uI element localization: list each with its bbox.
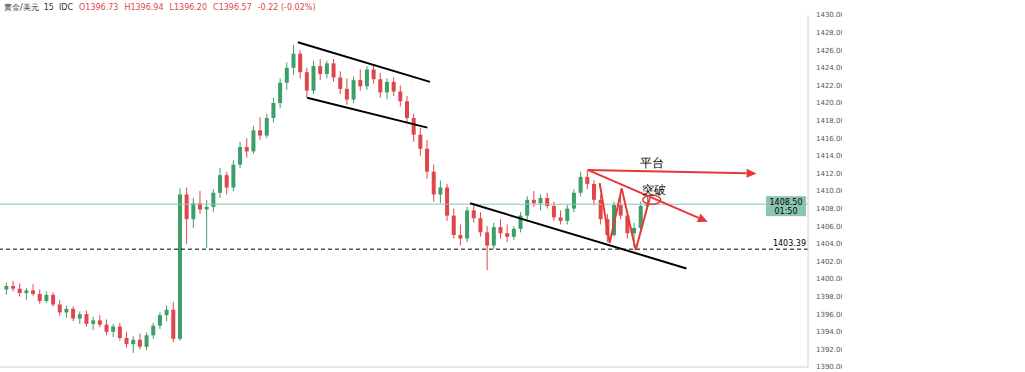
svg-text:1390.00: 1390.00 bbox=[816, 363, 842, 371]
html-text:H1396.94: H1396.94 bbox=[124, 3, 164, 12]
svg-text:1408.00: 1408.00 bbox=[816, 205, 842, 213]
svg-text:平台: 平台 bbox=[640, 156, 664, 170]
svg-text:1404.00: 1404.00 bbox=[816, 240, 842, 248]
svg-text:1398.00: 1398.00 bbox=[816, 293, 842, 301]
html-text:O1396.73: O1396.73 bbox=[79, 3, 119, 12]
svg-text:1408.50: 1408.50 bbox=[769, 198, 802, 207]
html-text:-0.22 (-0.02%): -0.22 (-0.02%) bbox=[257, 3, 316, 12]
svg-text:1420.00: 1420.00 bbox=[816, 99, 842, 107]
svg-text:1430.00: 1430.00 bbox=[816, 11, 842, 19]
svg-text:突破: 突破 bbox=[642, 183, 666, 197]
svg-text:1412.00: 1412.00 bbox=[816, 170, 842, 178]
svg-text:1426.00: 1426.00 bbox=[816, 47, 842, 55]
svg-text:01:50: 01:50 bbox=[774, 207, 797, 216]
html-text:15: 15 bbox=[43, 3, 54, 12]
svg-text:1402.00: 1402.00 bbox=[816, 258, 842, 266]
svg-text:1392.00: 1392.00 bbox=[816, 346, 842, 354]
html-text:C1396.57: C1396.57 bbox=[213, 3, 252, 12]
svg-text:1428.00: 1428.00 bbox=[816, 29, 842, 37]
svg-text:1416.00: 1416.00 bbox=[816, 135, 842, 143]
svg-text:1394.00: 1394.00 bbox=[816, 328, 842, 336]
svg-text:1422.00: 1422.00 bbox=[816, 82, 842, 90]
svg-text:1424.00: 1424.00 bbox=[816, 64, 842, 72]
svg-text:1396.00: 1396.00 bbox=[816, 311, 842, 319]
svg-text:1400.00: 1400.00 bbox=[816, 275, 842, 283]
svg-text:1418.00: 1418.00 bbox=[816, 117, 842, 125]
html-text:L1396.20: L1396.20 bbox=[169, 3, 207, 12]
svg-text:1406.00: 1406.00 bbox=[816, 223, 842, 231]
html-text:IDC: IDC bbox=[58, 3, 73, 12]
html-text:黄金/美元: 黄金/美元 bbox=[4, 3, 39, 12]
svg-text:1403.39: 1403.39 bbox=[773, 239, 806, 248]
svg-text:1414.00: 1414.00 bbox=[816, 152, 842, 160]
svg-text:1410.00: 1410.00 bbox=[816, 187, 842, 195]
